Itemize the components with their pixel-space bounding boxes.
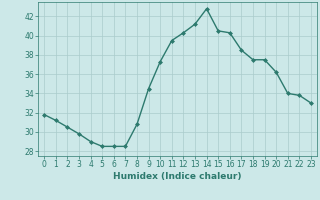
- X-axis label: Humidex (Indice chaleur): Humidex (Indice chaleur): [113, 172, 242, 181]
